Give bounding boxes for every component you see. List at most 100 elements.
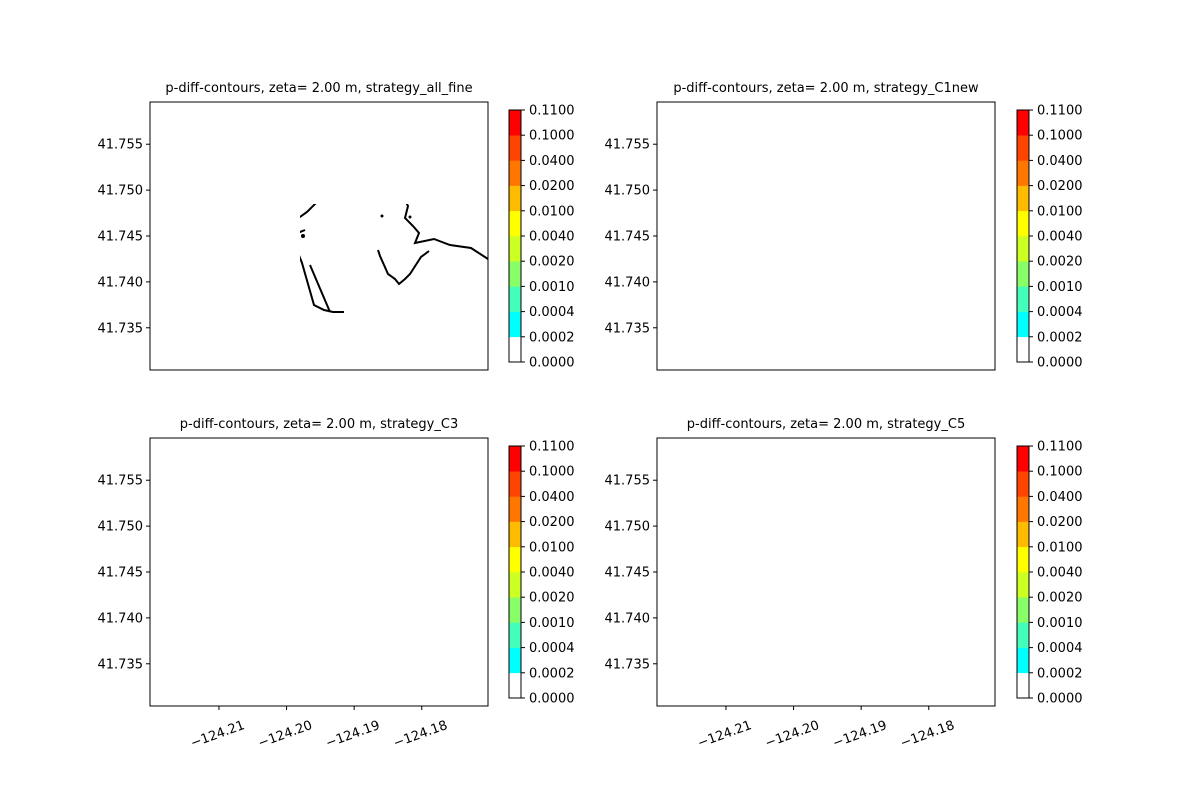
colorbar-tick-label: 0.0400 [529,154,575,169]
colorbar-band [509,135,521,161]
island-0 [732,209,737,214]
field-band-00002-sw [657,312,717,370]
island-6 [916,216,919,219]
plot-area [148,436,488,706]
colorbar-tick-label: 0.1000 [1037,465,1083,480]
colorbar-tick-label: 0.0000 [529,692,575,707]
field-band-0002-e [450,588,488,706]
y-tick-label: 41.755 [605,138,651,153]
panel-title: p-diff-contours, zeta= 2.00 m, strategy_… [687,417,965,432]
colorbar-band [509,647,521,674]
island-6 [916,552,919,555]
colorbar-tick-label: 0.0002 [529,666,575,681]
field-white-inlet [310,603,450,706]
colorbar-band [509,446,521,472]
field-patch-n [320,458,410,493]
island-7 [381,551,384,554]
island-6 [409,552,412,555]
panel-2: p-diff-contours, zeta= 2.00 m, strategy_… [605,81,1083,371]
y-tick-label: 41.750 [605,184,651,199]
colorbar-tick-label: 0.0400 [1037,154,1083,169]
island-0 [225,209,230,214]
field-band-0004 [757,212,792,247]
colorbar-tick-label: 0.0004 [529,641,575,656]
island-5 [680,500,683,503]
x-tick-label: −124.19 [324,718,382,751]
island-8 [804,577,807,580]
x-tick-label: −124.20 [256,718,314,751]
island-8 [297,241,300,244]
colorbar-band [509,572,521,598]
plot-area [655,436,995,706]
field-band-0001 [657,438,995,706]
colorbar-band [509,597,521,623]
island-7 [888,215,891,218]
axes-frame [149,437,489,707]
colorbar-band [509,546,521,573]
colorbar-tick-label: 0.0200 [529,179,575,194]
island-2 [285,698,289,702]
x-tick-label: −124.18 [391,718,449,751]
colorbar-band [509,471,521,497]
colorbar-tick-label: 0.0020 [1037,255,1083,270]
colorbar-tick-label: 0.0040 [1037,566,1083,581]
panel-title: p-diff-contours, zeta= 2.00 m, strategy_… [673,81,979,96]
colorbar-tick-label: 0.0010 [529,280,575,295]
colorbar-band [1017,135,1029,161]
island-ring [766,573,778,583]
colorbar-tick-label: 0.0040 [529,230,575,245]
plot-background [657,102,995,370]
island-ring [766,237,778,247]
y-tick-label: 41.745 [98,230,144,245]
panel-3: p-diff-contours, zeta= 2.00 m, strategy_… [98,417,575,751]
field-white-channel [150,523,310,643]
island-5 [173,500,176,503]
island-5 [173,164,176,167]
island-3 [808,570,812,574]
island-0 [225,545,230,550]
field-band-00002-w [150,628,260,676]
colorbar-tick-label: 0.0002 [1037,330,1083,345]
coastline-bay [290,504,488,620]
colorbar-tick-label: 0.0010 [529,616,575,631]
island-8 [804,241,807,244]
colorbar-band [1017,572,1029,598]
colorbar-tick-label: 0.0020 [1037,591,1083,606]
island-small [284,288,291,294]
island-small [791,288,798,294]
island-ring [259,573,271,583]
coastline-bay [300,204,489,286]
colorbar-tick-label: 0.0004 [1037,641,1083,656]
island-3 [301,570,305,574]
colorbar-tick-label: 0.0100 [1037,540,1083,555]
field-patch-nm [835,132,857,162]
coastline-west [300,255,344,313]
breakwater [295,566,330,648]
colorbar-tick-label: 0.0100 [529,204,575,219]
y-tick-label: 41.740 [98,275,144,290]
colorbar-band [509,261,521,287]
colorbar-band [1017,160,1029,186]
y-tick-label: 41.755 [98,138,144,153]
field-band-0004 [225,558,290,608]
colorbar-band [1017,110,1029,136]
colorbar-band [509,311,521,338]
colorbar-band [509,110,521,136]
field-white-north [765,438,995,508]
island-4 [669,158,672,161]
colorbar-tick-label: 0.0010 [1037,280,1083,295]
colorbar-tick-label: 0.0400 [529,490,575,505]
x-tick-label: −124.18 [898,718,956,751]
coastline-north [150,436,293,518]
island-3 [301,234,305,238]
y-tick-label: 41.745 [605,566,651,581]
colorbar-tick-label: 0.1000 [1037,129,1083,144]
y-tick-label: 41.740 [98,611,144,626]
field-white-north [258,438,488,508]
island-2 [285,362,289,366]
colorbar-tick-label: 0.0004 [529,305,575,320]
colorbar-band [509,336,521,363]
colorbar-band [1017,210,1029,237]
y-tick-label: 41.750 [605,520,651,535]
